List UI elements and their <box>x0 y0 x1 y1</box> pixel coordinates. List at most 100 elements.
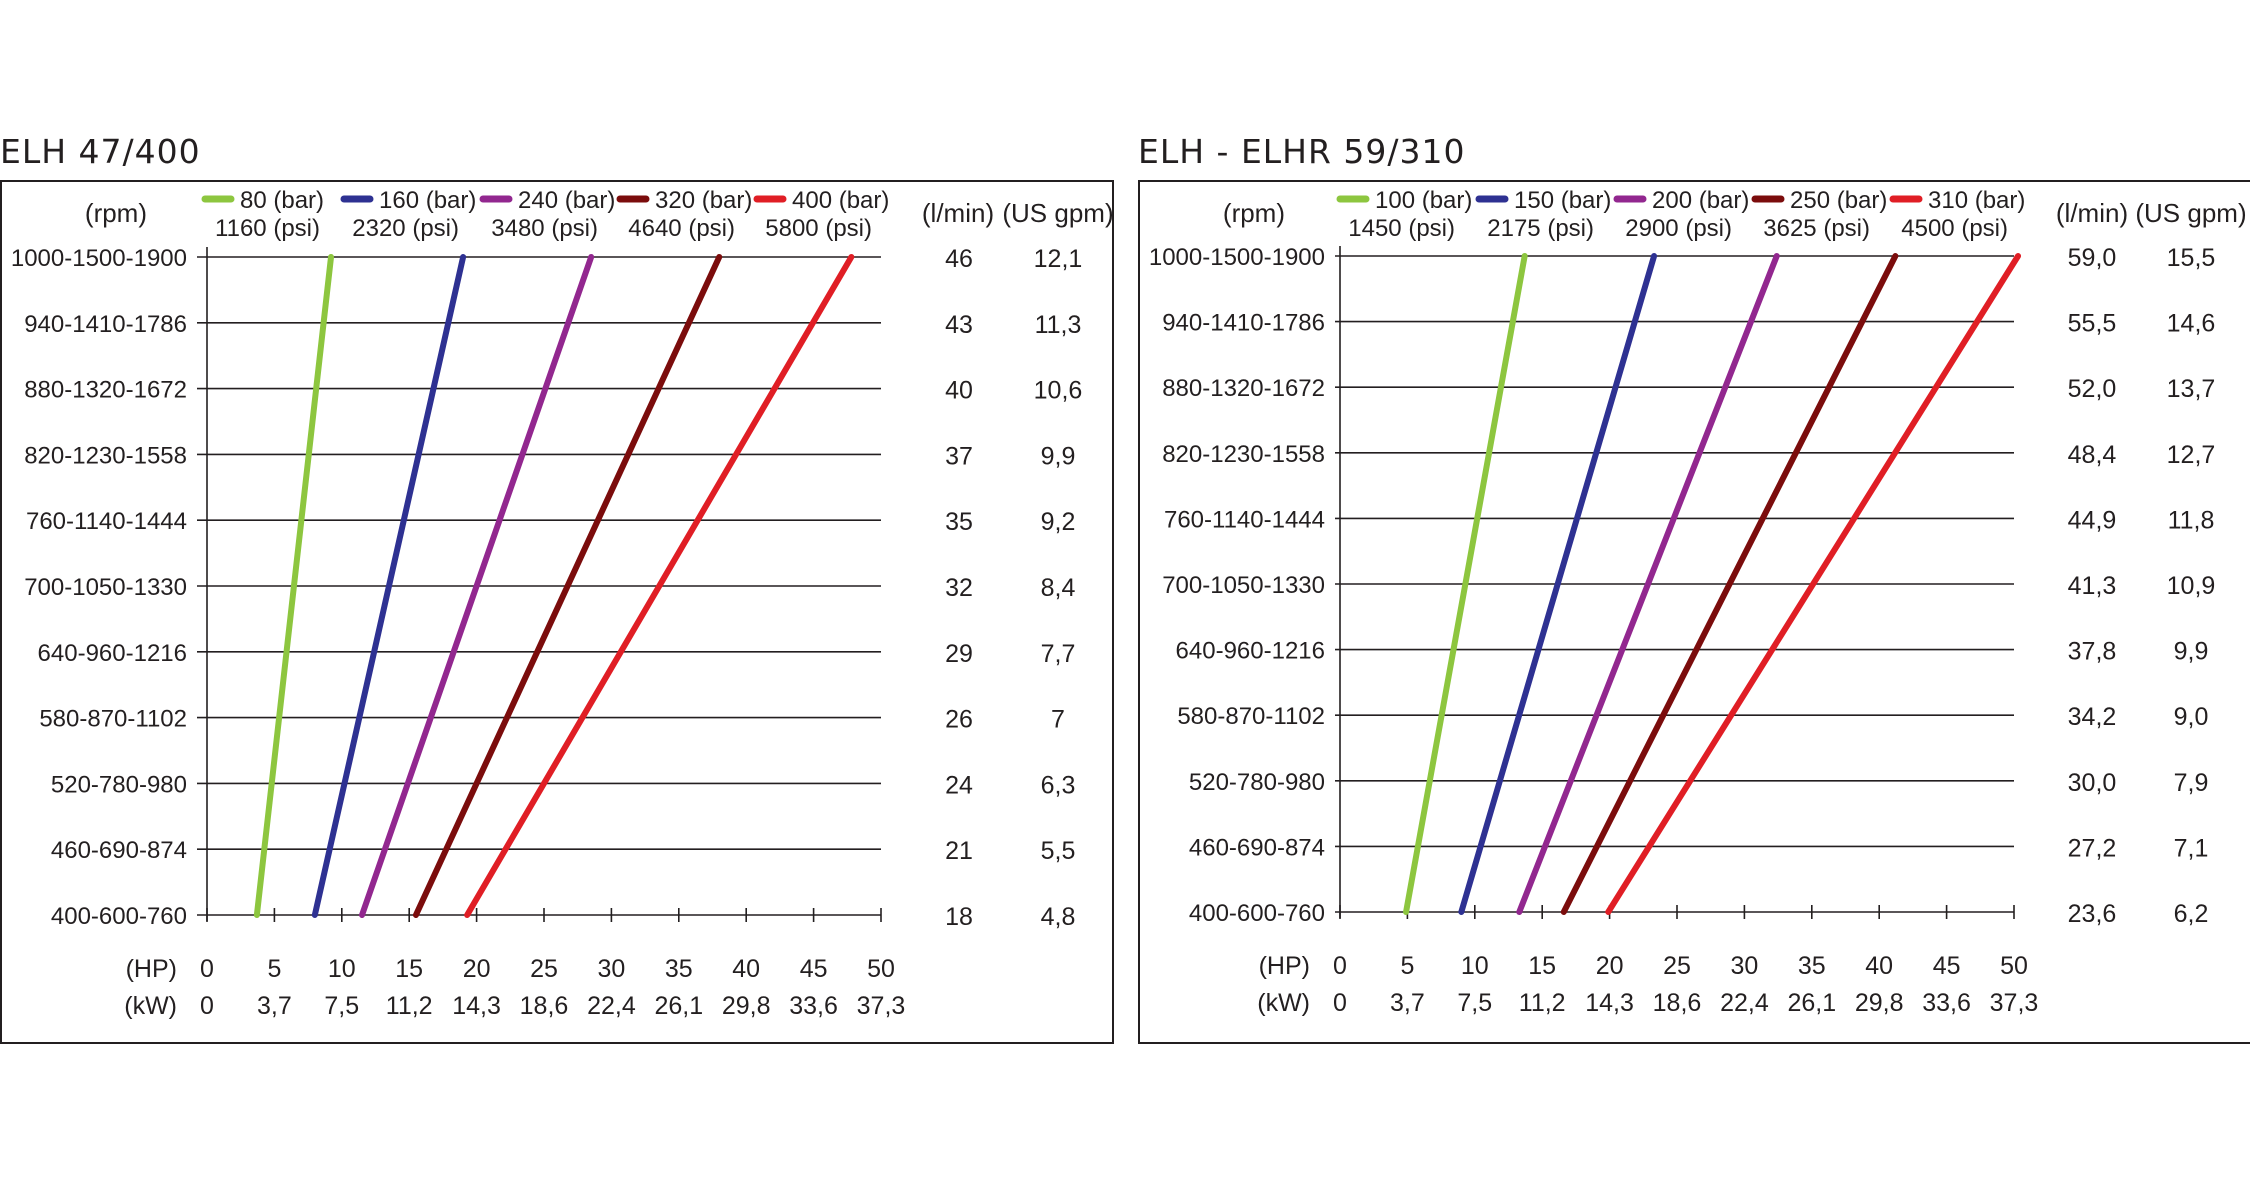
y-tick-label: 760-1140-1444 <box>26 508 187 535</box>
flow-usgpm-header: (US gpm) <box>1002 198 1113 228</box>
legend-label: 320 (bar) <box>655 187 752 214</box>
legend-label: 240 (bar) <box>518 187 615 214</box>
x-tick-label-kw: 7,5 <box>324 992 359 1020</box>
legend-label: 100 (bar) <box>1375 187 1472 214</box>
x-tick-label-kw: 33,6 <box>789 992 838 1020</box>
x-tick-label-kw: 26,1 <box>1787 989 1836 1017</box>
flow-usgpm-value: 10,9 <box>2167 572 2216 600</box>
x-tick-label-hp: 50 <box>2000 952 2028 980</box>
x-tick-label-hp: 50 <box>867 955 895 983</box>
flow-lpm-value: 52,0 <box>2068 375 2117 403</box>
flow-lpm-value: 40 <box>945 377 973 405</box>
flow-lpm-value: 44,9 <box>2068 506 2117 534</box>
y-tick-label: 580-870-1102 <box>39 706 187 733</box>
legend-label: 250 (bar) <box>1790 187 1887 214</box>
x-tick-label-hp: 45 <box>1933 952 1961 980</box>
x-tick-label-kw: 3,7 <box>1390 989 1425 1017</box>
flow-lpm-value: 24 <box>945 771 973 799</box>
y-tick-label: 820-1230-1558 <box>1162 441 1325 468</box>
y-tick-label: 640-960-1216 <box>38 640 187 667</box>
x-tick-label-kw: 29,8 <box>1855 989 1904 1017</box>
flow-lpm-value: 27,2 <box>2068 834 2117 862</box>
series-line <box>1560 253 1899 915</box>
flow-usgpm-header: (US gpm) <box>2135 198 2246 228</box>
series-line <box>253 254 335 918</box>
flow-usgpm-value: 12,1 <box>1034 245 1083 273</box>
chart-title: ELH 47/400 <box>0 132 201 171</box>
flow-lpm-value: 48,4 <box>2068 441 2117 469</box>
x-tick-label-kw: 7,5 <box>1457 989 1492 1017</box>
y-tick-label: 460-690-874 <box>1189 834 1325 861</box>
flow-lpm-value: 26 <box>945 706 973 734</box>
series-line <box>1605 253 2022 915</box>
x-tick-label-hp: 20 <box>463 955 491 983</box>
chart-title: ELH - ELHR 59/310 <box>1138 132 1466 171</box>
legend-label: 200 (bar) <box>1652 187 1749 214</box>
flow-lpm-value: 34,2 <box>2068 703 2117 731</box>
series-line <box>412 254 723 918</box>
y-tick-label: 760-1140-1444 <box>1164 506 1325 533</box>
legend-label-psi: 1160 (psi) <box>215 215 320 242</box>
legend-label-psi: 4640 (psi) <box>628 215 735 242</box>
flow-lpm-value: 21 <box>945 837 973 865</box>
x-tick-label-kw: 18,6 <box>1653 989 1702 1017</box>
flow-usgpm-value: 9,2 <box>1041 508 1076 536</box>
y-tick-label: 460-690-874 <box>51 837 187 864</box>
x-tick-label-hp: 15 <box>1528 952 1556 980</box>
legend-label: 310 (bar) <box>1928 187 2025 214</box>
x-tick-label-kw: 11,2 <box>1519 989 1566 1017</box>
flow-lpm-value: 59,0 <box>2068 244 2117 272</box>
flow-usgpm-value: 6,3 <box>1041 771 1076 799</box>
legend-label: 150 (bar) <box>1514 187 1611 214</box>
x-tick-label-hp: 5 <box>267 955 281 983</box>
x-tick-label-kw: 22,4 <box>587 992 636 1020</box>
flow-lpm-header: (l/min) <box>922 198 994 228</box>
flow-lpm-value: 18 <box>945 903 973 931</box>
x-tick-label-kw: 14,3 <box>1585 989 1634 1017</box>
series-line <box>1516 253 1780 915</box>
y-tick-label: 520-780-980 <box>51 771 187 798</box>
y-tick-label: 700-1050-1330 <box>1162 572 1325 599</box>
flow-usgpm-value: 7,9 <box>2174 769 2209 797</box>
y-tick-label: 700-1050-1330 <box>24 574 187 601</box>
y-tick-label: 400-600-760 <box>51 903 187 930</box>
flow-usgpm-value: 9,9 <box>2174 638 2209 666</box>
x-tick-label-hp: 10 <box>1461 952 1489 980</box>
x-tick-label-hp: 30 <box>597 955 625 983</box>
y-tick-label: 880-1320-1672 <box>1162 375 1325 402</box>
flow-lpm-value: 41,3 <box>2068 572 2117 600</box>
x-tick-label-hp: 40 <box>1865 952 1893 980</box>
y-tick-label: 520-780-980 <box>1189 769 1325 796</box>
x-tick-label-kw: 3,7 <box>257 992 292 1020</box>
y-axis-header: (rpm) <box>85 198 147 228</box>
flow-usgpm-value: 14,6 <box>2167 310 2216 338</box>
flow-usgpm-value: 9,9 <box>1041 442 1076 470</box>
y-tick-label: 880-1320-1672 <box>24 377 187 404</box>
y-tick-label: 1000-1500-1900 <box>11 245 187 272</box>
x-tick-label-kw: 0 <box>1333 989 1347 1017</box>
x-unit-kw: (kW) <box>124 992 177 1020</box>
legend-label: 160 (bar) <box>379 187 476 214</box>
legend-label: 400 (bar) <box>792 187 889 214</box>
y-tick-label: 400-600-760 <box>1189 900 1325 927</box>
flow-lpm-value: 37 <box>945 442 973 470</box>
y-tick-label: 940-1410-1786 <box>24 311 187 338</box>
flow-lpm-value: 32 <box>945 574 973 602</box>
y-axis-header: (rpm) <box>1223 198 1285 228</box>
flow-lpm-header: (l/min) <box>2056 198 2128 228</box>
x-tick-label-kw: 11,2 <box>386 992 433 1020</box>
flow-usgpm-value: 5,5 <box>1041 837 1076 865</box>
x-tick-label-hp: 5 <box>1400 952 1414 980</box>
series-line <box>464 254 855 918</box>
y-tick-label: 820-1230-1558 <box>24 442 187 469</box>
flow-lpm-value: 37,8 <box>2068 638 2117 666</box>
y-tick-label: 640-960-1216 <box>1176 638 1325 665</box>
legend-label-psi: 4500 (psi) <box>1901 215 2008 242</box>
flow-lpm-value: 23,6 <box>2068 900 2117 928</box>
flow-usgpm-value: 12,7 <box>2167 441 2216 469</box>
legend-label-psi: 5800 (psi) <box>765 215 872 242</box>
flow-usgpm-value: 11,3 <box>1035 311 1082 339</box>
flow-usgpm-value: 11,8 <box>2168 506 2215 534</box>
